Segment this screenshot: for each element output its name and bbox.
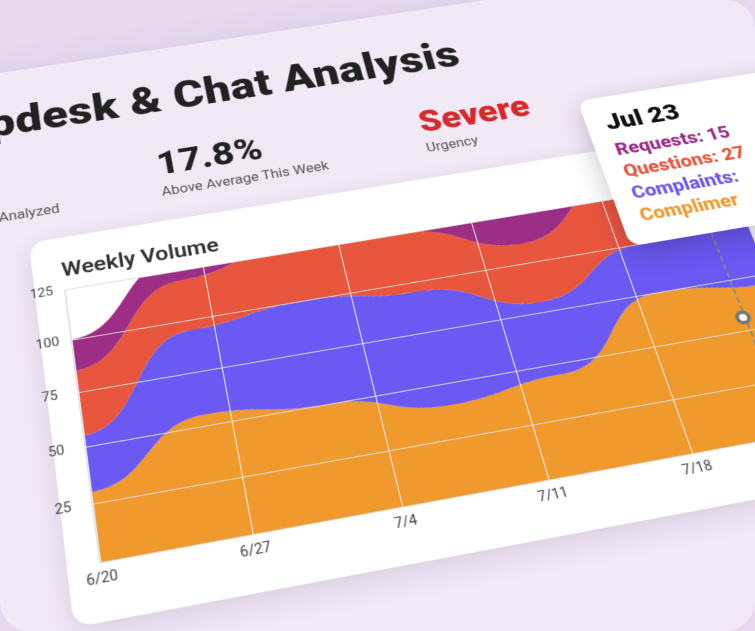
y-tick-label: 125: [29, 285, 53, 302]
y-tick-label: 100: [35, 335, 60, 353]
x-tick-label: 6/27: [239, 539, 273, 561]
x-tick-label: 7/18: [680, 458, 715, 479]
x-tick-label: 7/11: [536, 485, 570, 506]
stat-above-average: 17.8% Above Average This Week: [154, 121, 331, 199]
y-tick-label: 75: [41, 389, 59, 406]
x-tick-label: 7/4: [393, 512, 419, 532]
y-tick-label: 25: [54, 500, 72, 519]
sidebar: w Urgency ↑ SevereMediumMediumMedium: [0, 247, 41, 631]
y-tick-label: 50: [47, 443, 65, 461]
stat-urgency: Severe Urgency: [414, 89, 539, 155]
x-tick-label: 6/20: [85, 567, 119, 589]
dashboard-panel: ← Helpdesk & Chat Analysis 588 Datapoint…: [0, 0, 755, 631]
stat-datapoints: 588 Datapoints Analyzed: [0, 162, 60, 237]
